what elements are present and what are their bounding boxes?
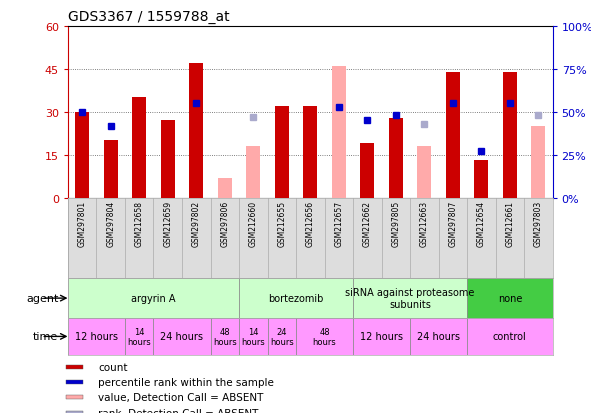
Bar — [467, 318, 553, 355]
Bar — [332, 67, 346, 198]
Bar — [210, 318, 239, 355]
Text: GSM212663: GSM212663 — [420, 201, 429, 247]
Text: none: none — [498, 293, 522, 304]
Text: GSM212662: GSM212662 — [363, 201, 372, 247]
Bar — [66, 365, 83, 369]
Bar — [66, 380, 83, 384]
Bar — [66, 396, 83, 399]
Bar — [125, 318, 154, 355]
Text: 48
hours: 48 hours — [213, 327, 236, 346]
Text: GSM297803: GSM297803 — [534, 201, 543, 247]
Bar — [161, 121, 175, 198]
Text: value, Detection Call = ABSENT: value, Detection Call = ABSENT — [98, 392, 264, 402]
Bar — [68, 318, 125, 355]
Text: siRNA against proteasome
subunits: siRNA against proteasome subunits — [345, 287, 475, 309]
Text: control: control — [493, 332, 527, 342]
Text: GSM297805: GSM297805 — [391, 201, 400, 247]
Text: argyrin A: argyrin A — [131, 293, 176, 304]
Bar — [217, 178, 232, 198]
Bar — [239, 279, 353, 318]
Bar — [389, 118, 403, 198]
Text: 24 hours: 24 hours — [161, 332, 203, 342]
Bar — [360, 144, 375, 198]
Text: GSM212661: GSM212661 — [505, 201, 514, 247]
Text: GSM212660: GSM212660 — [249, 201, 258, 247]
Text: agent: agent — [26, 293, 59, 304]
Bar — [474, 161, 488, 198]
Text: bortezomib: bortezomib — [268, 293, 324, 304]
Bar — [239, 318, 268, 355]
Text: 24 hours: 24 hours — [417, 332, 460, 342]
Bar — [275, 107, 289, 198]
Text: count: count — [98, 362, 128, 372]
Text: GSM297801: GSM297801 — [78, 201, 87, 247]
Bar — [154, 318, 210, 355]
Bar — [353, 279, 467, 318]
Text: percentile rank within the sample: percentile rank within the sample — [98, 377, 274, 387]
Text: GSM212659: GSM212659 — [163, 201, 172, 247]
Text: GSM297802: GSM297802 — [191, 201, 201, 247]
Text: GSM212658: GSM212658 — [135, 201, 144, 247]
Bar — [246, 147, 261, 198]
Text: GDS3367 / 1559788_at: GDS3367 / 1559788_at — [68, 10, 229, 24]
Bar — [417, 147, 431, 198]
Bar — [410, 318, 467, 355]
Text: 14
hours: 14 hours — [127, 327, 151, 346]
Text: GSM212657: GSM212657 — [335, 201, 343, 247]
Text: rank, Detection Call = ABSENT: rank, Detection Call = ABSENT — [98, 408, 259, 413]
Bar — [503, 73, 517, 198]
Bar — [68, 279, 239, 318]
Bar — [268, 318, 296, 355]
Text: time: time — [33, 332, 59, 342]
Bar — [75, 113, 89, 198]
Bar — [467, 279, 553, 318]
Text: GSM212656: GSM212656 — [306, 201, 315, 247]
Bar — [296, 318, 353, 355]
Bar — [66, 411, 83, 413]
Bar — [353, 318, 410, 355]
Bar — [189, 64, 203, 198]
Text: GSM297807: GSM297807 — [449, 201, 457, 247]
Bar — [132, 98, 147, 198]
Text: 14
hours: 14 hours — [241, 327, 265, 346]
Text: 24
hours: 24 hours — [270, 327, 294, 346]
Bar — [303, 107, 317, 198]
Text: 12 hours: 12 hours — [75, 332, 118, 342]
Text: GSM297804: GSM297804 — [106, 201, 115, 247]
Text: 48
hours: 48 hours — [313, 327, 336, 346]
Text: GSM212654: GSM212654 — [477, 201, 486, 247]
Text: GSM212655: GSM212655 — [277, 201, 286, 247]
Bar — [103, 141, 118, 198]
Text: GSM297806: GSM297806 — [220, 201, 229, 247]
Text: 12 hours: 12 hours — [360, 332, 403, 342]
Bar — [446, 73, 460, 198]
Bar — [531, 127, 545, 198]
